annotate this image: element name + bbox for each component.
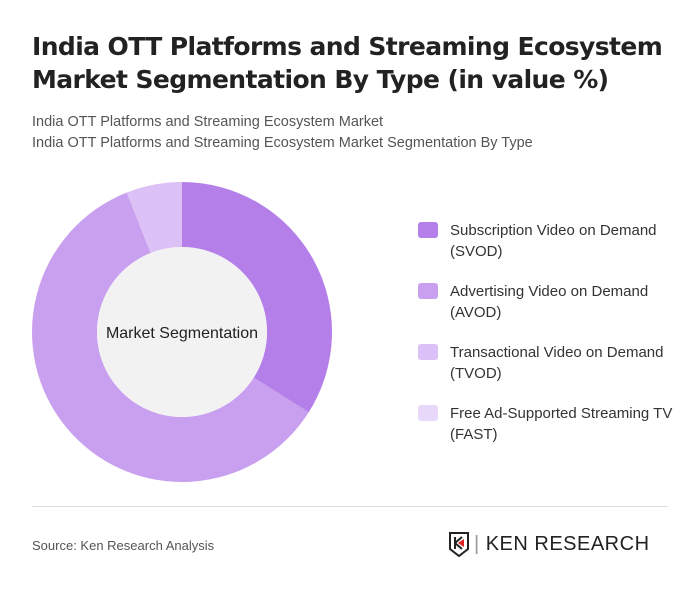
legend-swatch [418, 283, 438, 299]
legend-label: Transactional Video on Demand (TVOD) [450, 344, 664, 382]
donut-slice [126, 182, 182, 253]
legend-label: Advertising Video on Demand (AVOD) [450, 283, 649, 321]
legend-swatch [418, 344, 438, 360]
legend-label: Subscription Video on Demand (SVOD) [450, 222, 657, 260]
legend-item: Advertising Video on Demand (AVOD) [418, 281, 680, 323]
subtitle-2: India OTT Platforms and Streaming Ecosys… [32, 135, 533, 151]
legend-item: Free Ad-Supported Streaming TV (FAST) [418, 403, 680, 445]
donut-slice [32, 192, 309, 483]
divider [32, 506, 668, 507]
legend-swatch [418, 222, 438, 238]
legend-item: Transactional Video on Demand (TVOD) [418, 342, 680, 384]
source-text: Source: Ken Research Analysis [32, 538, 215, 553]
chart-title: India OTT Platforms and Streaming Ecosys… [32, 32, 663, 94]
center-label: Market Segmentation [106, 325, 258, 342]
ken-research-logo: | KEN RESEARCH [448, 531, 650, 557]
donut-slice [182, 182, 333, 413]
donut-hole [97, 247, 267, 417]
subtitle-1: India OTT Platforms and Streaming Ecosys… [32, 114, 384, 130]
legend-swatch [418, 405, 438, 421]
legend-label: Free Ad-Supported Streaming TV (FAST) [450, 405, 673, 443]
legend-item: Subscription Video on Demand (SVOD) [418, 220, 680, 262]
logo-icon [449, 532, 469, 557]
